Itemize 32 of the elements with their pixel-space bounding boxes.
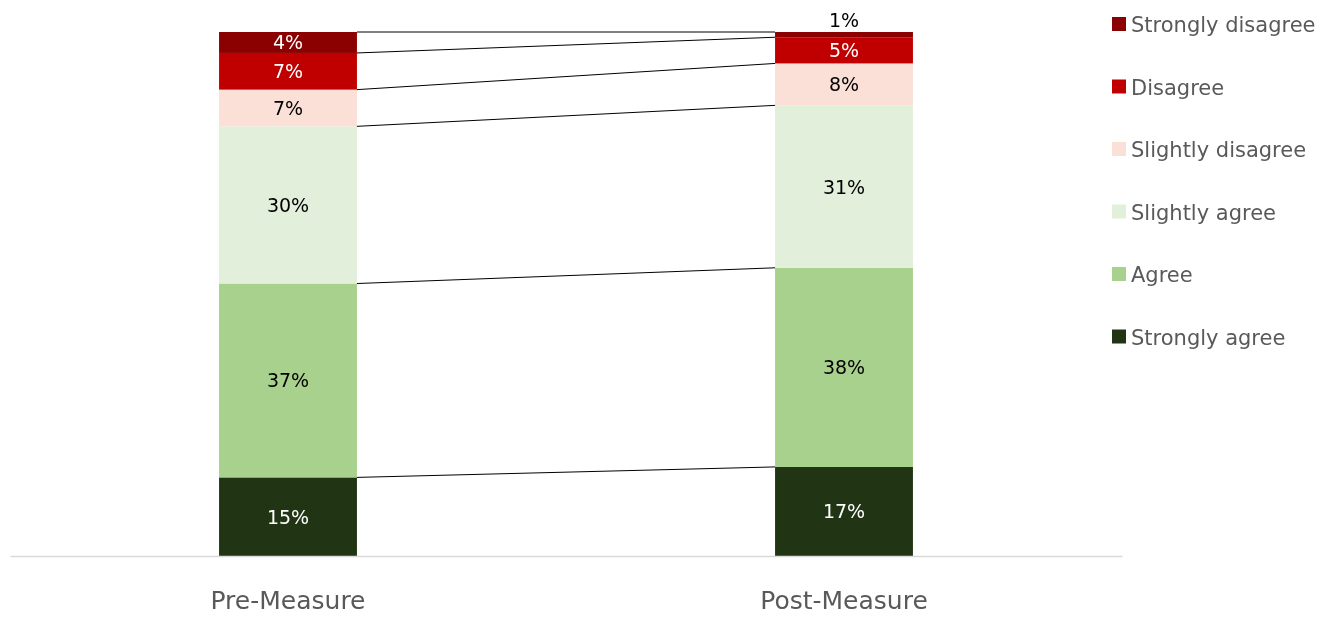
data-label: 1% xyxy=(828,9,860,31)
data-label: 17% xyxy=(822,500,866,523)
data-label: 30% xyxy=(266,193,310,216)
bar xyxy=(775,105,913,268)
bar xyxy=(775,267,913,467)
data-label: 4% xyxy=(272,31,304,54)
legend-label: Strongly agree xyxy=(1131,325,1286,350)
bar xyxy=(219,283,357,478)
legend-label: Strongly disagree xyxy=(1131,13,1316,37)
bar xyxy=(219,477,357,556)
legend-label: Disagree xyxy=(1131,75,1225,100)
legend-label: Agree xyxy=(1131,263,1193,287)
bar xyxy=(219,89,357,127)
legend-label: Slightly agree xyxy=(1131,200,1277,225)
data-label: 15% xyxy=(266,505,310,528)
data-label: 7% xyxy=(272,96,304,119)
data-label: 31% xyxy=(822,175,866,198)
bar xyxy=(775,63,913,106)
bar xyxy=(219,126,357,284)
bar xyxy=(775,466,913,556)
data-label: 7% xyxy=(272,60,304,83)
legend-label: Slightly disagree xyxy=(1131,138,1307,162)
x-tick-label: Post-Measure xyxy=(760,585,928,615)
bar xyxy=(775,32,913,38)
bar xyxy=(219,32,357,53)
data-label: 5% xyxy=(828,39,860,62)
data-label: 37% xyxy=(266,369,310,392)
data-label: 38% xyxy=(822,356,866,379)
bar xyxy=(219,52,357,90)
data-label: 8% xyxy=(828,73,860,96)
x-tick-label: Pre-Measure xyxy=(210,585,366,615)
bar xyxy=(775,37,913,64)
